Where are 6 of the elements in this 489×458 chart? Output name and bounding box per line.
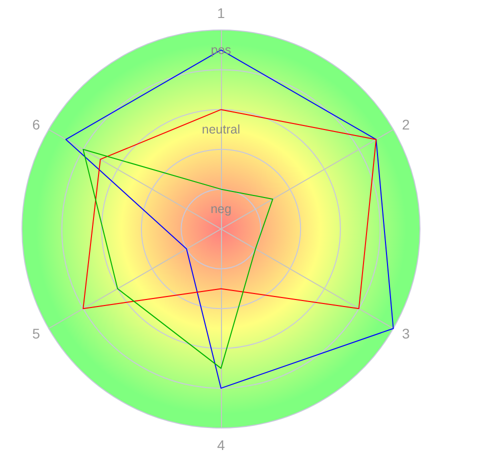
spoke-label: 4 xyxy=(217,437,226,453)
spoke-label: 3 xyxy=(402,326,410,342)
spoke-label: 1 xyxy=(217,5,226,21)
spoke-label: 5 xyxy=(32,326,40,342)
spoke-label: 2 xyxy=(402,116,410,132)
spoke-label: 6 xyxy=(32,116,40,132)
